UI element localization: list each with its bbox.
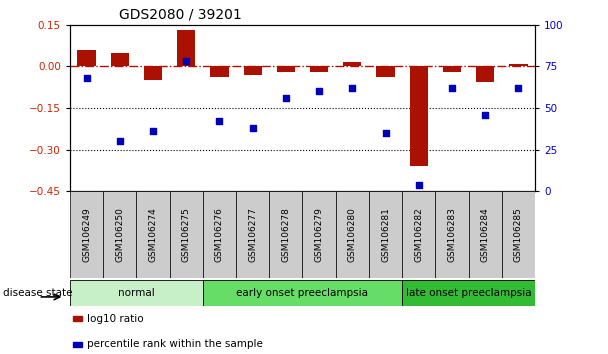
Text: GSM106284: GSM106284 (481, 207, 489, 262)
Bar (210, 66, 229, 78)
Bar (77, 50, 95, 66)
Bar (343, 62, 361, 66)
Point (281, 95, 291, 101)
Bar (402, 280, 535, 306)
Bar (170, 191, 203, 278)
Text: GSM106280: GSM106280 (348, 207, 357, 262)
Bar (336, 191, 369, 278)
Text: GSM106275: GSM106275 (182, 207, 191, 262)
Bar (203, 280, 402, 306)
Bar (277, 66, 295, 72)
Bar (111, 52, 129, 66)
Point (314, 88, 324, 94)
Point (447, 85, 457, 91)
Text: GSM106285: GSM106285 (514, 207, 523, 262)
Text: GSM106276: GSM106276 (215, 207, 224, 262)
Point (480, 112, 490, 118)
Text: GSM106249: GSM106249 (82, 207, 91, 262)
Text: GSM106281: GSM106281 (381, 207, 390, 262)
Point (181, 58, 191, 64)
Bar (376, 66, 395, 78)
Bar (410, 66, 428, 166)
Text: disease state: disease state (3, 288, 72, 298)
Bar (443, 66, 461, 72)
Bar (369, 191, 402, 278)
Bar (269, 191, 302, 278)
Text: GSM106274: GSM106274 (148, 207, 157, 262)
Text: GSM106282: GSM106282 (414, 207, 423, 262)
Text: GSM106250: GSM106250 (116, 207, 124, 262)
Text: percentile rank within the sample: percentile rank within the sample (87, 339, 263, 349)
Point (514, 85, 523, 91)
Bar (510, 64, 528, 66)
Point (148, 129, 158, 134)
Point (381, 130, 390, 136)
Text: early onset preeclampsia: early onset preeclampsia (237, 288, 368, 298)
Bar (302, 191, 336, 278)
Bar (144, 66, 162, 80)
Bar (244, 66, 262, 75)
Text: GSM106278: GSM106278 (282, 207, 291, 262)
Bar (310, 66, 328, 72)
Point (347, 85, 357, 91)
Text: log10 ratio: log10 ratio (87, 314, 143, 324)
Bar (435, 191, 469, 278)
Text: late onset preeclampsia: late onset preeclampsia (406, 288, 531, 298)
Point (248, 125, 258, 131)
Bar (203, 191, 236, 278)
Point (81, 75, 91, 81)
Bar (502, 191, 535, 278)
Text: GSM106283: GSM106283 (447, 207, 457, 262)
Point (215, 119, 224, 124)
Bar (402, 191, 435, 278)
Bar (236, 191, 269, 278)
Bar (70, 191, 103, 278)
Bar (136, 191, 170, 278)
Bar (469, 191, 502, 278)
Bar (103, 191, 136, 278)
Bar (476, 66, 494, 82)
Bar (70, 280, 203, 306)
Point (414, 182, 424, 187)
Bar (73, 316, 83, 321)
Text: GSM106279: GSM106279 (314, 207, 323, 262)
Point (115, 138, 125, 144)
Text: GDS2080 / 39201: GDS2080 / 39201 (119, 7, 241, 21)
Text: GSM106277: GSM106277 (248, 207, 257, 262)
Text: normal: normal (118, 288, 155, 298)
Bar (73, 342, 83, 347)
Bar (177, 30, 195, 66)
